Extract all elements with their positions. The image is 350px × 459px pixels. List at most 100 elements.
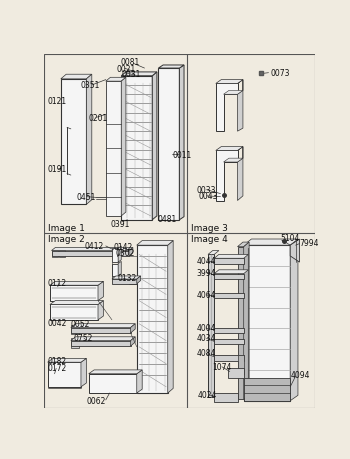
Text: Image 1: Image 1 <box>48 224 84 232</box>
Polygon shape <box>159 66 184 69</box>
Text: Image 2: Image 2 <box>48 235 84 244</box>
Polygon shape <box>214 274 244 280</box>
Text: 3994: 3994 <box>196 268 216 277</box>
Polygon shape <box>152 73 157 220</box>
Polygon shape <box>137 276 141 284</box>
Text: 0481: 0481 <box>158 214 177 223</box>
Text: 0451: 0451 <box>76 193 96 202</box>
Text: 0302: 0302 <box>115 249 134 258</box>
Polygon shape <box>71 324 135 328</box>
Polygon shape <box>71 337 135 341</box>
Polygon shape <box>51 251 129 257</box>
Text: 0182: 0182 <box>48 356 67 365</box>
Text: 0011: 0011 <box>173 151 192 159</box>
Bar <box>51 250 58 257</box>
Polygon shape <box>137 241 173 246</box>
Polygon shape <box>71 328 131 333</box>
Polygon shape <box>244 246 290 401</box>
Polygon shape <box>121 78 126 217</box>
Text: 4004: 4004 <box>196 323 216 332</box>
Polygon shape <box>50 305 98 320</box>
Polygon shape <box>71 341 131 346</box>
Polygon shape <box>48 358 86 363</box>
Polygon shape <box>168 241 173 393</box>
Text: 0031: 0031 <box>121 70 141 79</box>
Text: 0042: 0042 <box>48 318 67 327</box>
Polygon shape <box>216 84 238 132</box>
Polygon shape <box>129 248 133 257</box>
Text: 4064: 4064 <box>196 290 216 299</box>
Text: 0142: 0142 <box>113 243 133 252</box>
Polygon shape <box>244 242 249 399</box>
Polygon shape <box>224 91 243 95</box>
Polygon shape <box>244 240 298 246</box>
Polygon shape <box>214 328 244 333</box>
Polygon shape <box>290 240 300 263</box>
Polygon shape <box>131 324 135 333</box>
Text: 0062: 0062 <box>87 396 106 405</box>
Polygon shape <box>81 358 86 387</box>
Polygon shape <box>214 355 244 361</box>
Text: Image 3: Image 3 <box>191 224 228 232</box>
Text: 0412: 0412 <box>84 241 104 250</box>
Text: 0033: 0033 <box>196 186 216 195</box>
Polygon shape <box>238 147 243 201</box>
Polygon shape <box>216 151 238 201</box>
Polygon shape <box>214 393 238 403</box>
Text: 0172: 0172 <box>48 364 67 372</box>
Polygon shape <box>131 337 135 346</box>
Polygon shape <box>50 282 104 285</box>
Polygon shape <box>121 73 157 77</box>
Text: 0351: 0351 <box>80 81 99 90</box>
Text: 0201: 0201 <box>89 113 108 123</box>
Polygon shape <box>61 75 92 80</box>
Polygon shape <box>106 78 126 82</box>
Polygon shape <box>137 246 168 393</box>
Polygon shape <box>228 369 244 378</box>
Bar <box>71 339 79 348</box>
Text: 0121: 0121 <box>48 97 67 106</box>
Polygon shape <box>244 378 290 401</box>
Text: 0073: 0073 <box>270 69 289 78</box>
Polygon shape <box>48 363 81 387</box>
Polygon shape <box>238 242 249 247</box>
Polygon shape <box>214 339 244 345</box>
Polygon shape <box>50 301 104 305</box>
Text: 4024: 4024 <box>197 390 217 399</box>
Polygon shape <box>216 147 243 151</box>
Text: 5104: 5104 <box>280 234 300 242</box>
Polygon shape <box>214 293 244 299</box>
Polygon shape <box>238 247 244 399</box>
Polygon shape <box>89 374 137 393</box>
Polygon shape <box>216 80 243 84</box>
Text: 0052: 0052 <box>71 319 90 329</box>
Text: 0021: 0021 <box>117 64 136 73</box>
Polygon shape <box>224 159 243 162</box>
Bar <box>59 250 65 257</box>
Polygon shape <box>159 69 179 220</box>
Polygon shape <box>112 264 118 276</box>
Polygon shape <box>208 251 219 255</box>
Polygon shape <box>98 282 104 301</box>
Text: 1074: 1074 <box>213 362 232 371</box>
Polygon shape <box>214 259 244 264</box>
Polygon shape <box>61 80 86 205</box>
Text: Image 4: Image 4 <box>191 235 228 244</box>
Text: 4084: 4084 <box>196 349 216 358</box>
Polygon shape <box>112 249 118 263</box>
Text: 0043: 0043 <box>199 192 218 201</box>
Text: 0391: 0391 <box>110 219 130 229</box>
Text: 0081: 0081 <box>121 58 140 67</box>
Polygon shape <box>137 370 142 393</box>
Text: 7994: 7994 <box>300 238 319 247</box>
Polygon shape <box>112 280 137 284</box>
Polygon shape <box>121 77 152 220</box>
Text: 0191: 0191 <box>48 164 67 174</box>
Text: 0112: 0112 <box>48 278 67 287</box>
Text: 4034: 4034 <box>196 333 216 342</box>
Polygon shape <box>86 75 92 205</box>
Text: 0132: 0132 <box>117 274 136 282</box>
Text: 0752: 0752 <box>73 333 92 342</box>
Polygon shape <box>118 246 121 263</box>
Polygon shape <box>214 270 248 274</box>
